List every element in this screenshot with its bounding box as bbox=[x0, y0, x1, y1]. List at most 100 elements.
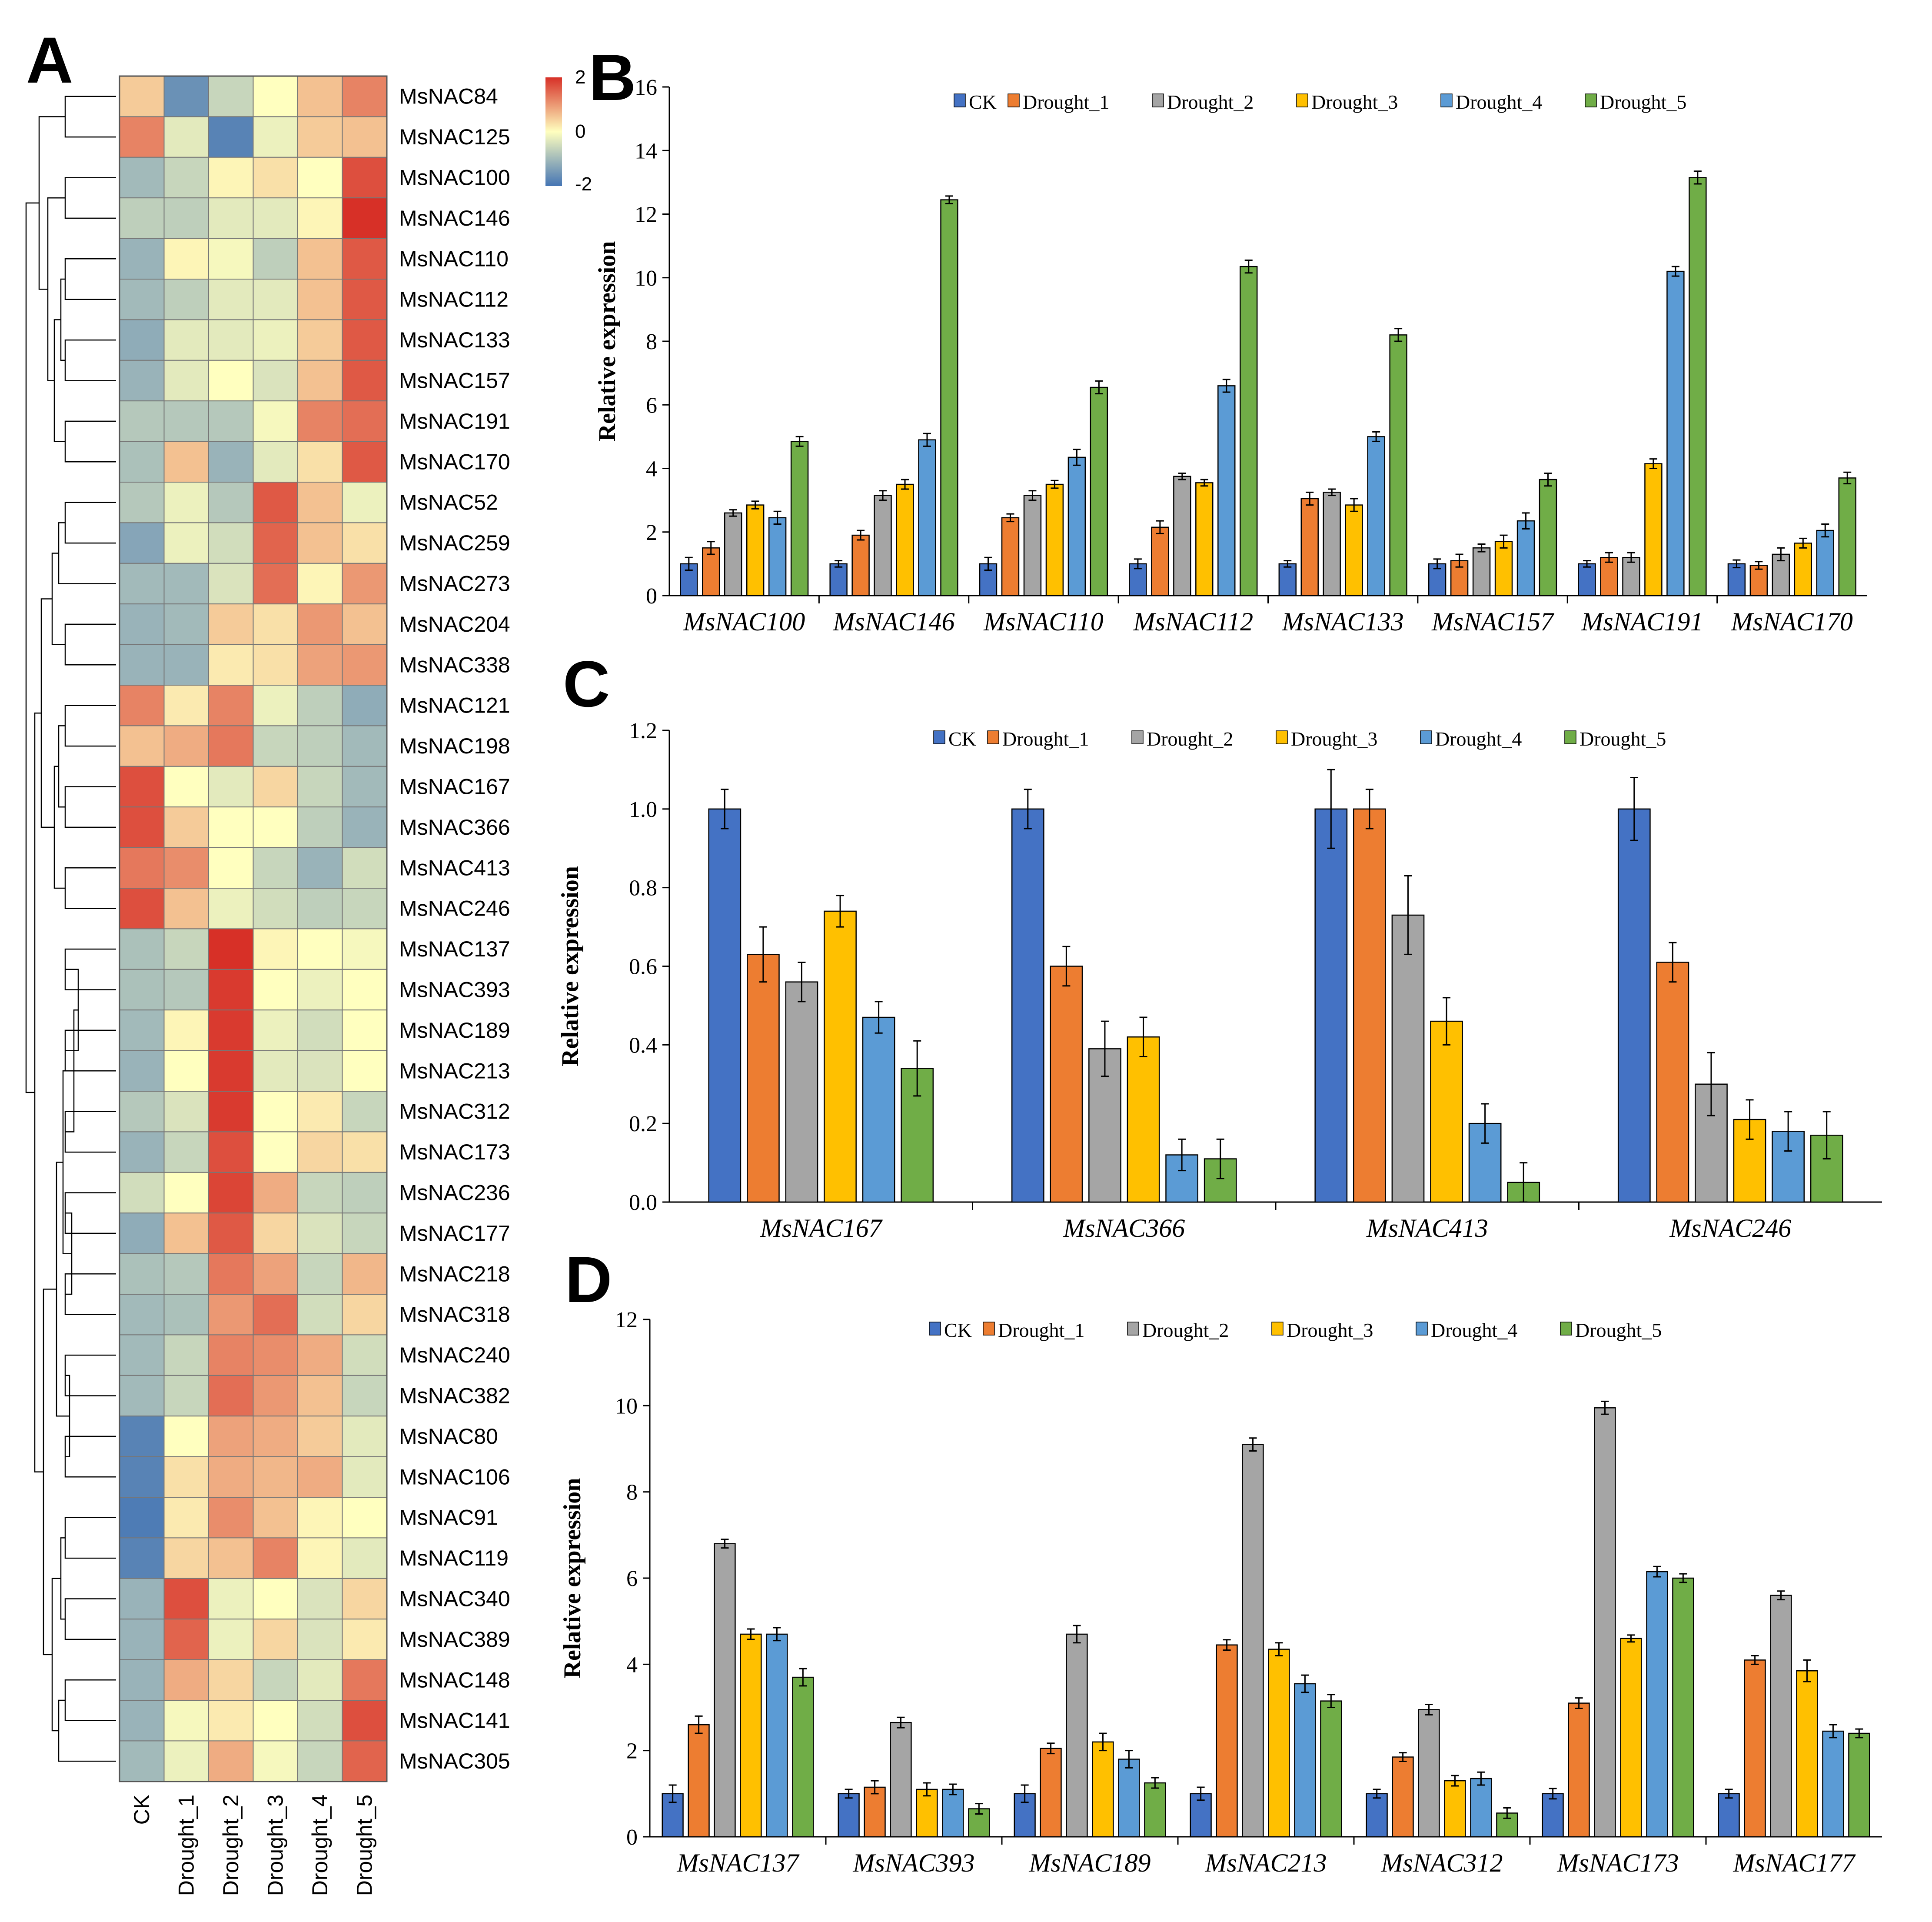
heatmap-cell bbox=[297, 563, 343, 605]
bar bbox=[1001, 517, 1020, 596]
bar bbox=[1516, 520, 1535, 596]
heatmap-cell bbox=[163, 1091, 209, 1133]
heatmap-cell bbox=[119, 969, 165, 1011]
error-bar bbox=[897, 1716, 905, 1729]
heatmap-row-label: MsNAC273 bbox=[399, 572, 510, 596]
bar bbox=[1470, 1778, 1492, 1838]
bar bbox=[1689, 177, 1707, 596]
heatmap-cell bbox=[253, 482, 298, 523]
y-tick-label: 2 bbox=[646, 520, 657, 545]
bar bbox=[785, 981, 818, 1203]
x-category-label: MsNAC146 bbox=[833, 607, 955, 636]
error-bar bbox=[1649, 458, 1657, 469]
x-category-label: MsNAC173 bbox=[1556, 1849, 1679, 1877]
error-bar bbox=[1151, 1777, 1159, 1789]
heatmap-cell bbox=[297, 1294, 343, 1336]
heatmap-cell bbox=[163, 847, 209, 889]
error-bar bbox=[1156, 520, 1164, 534]
bar bbox=[747, 954, 780, 1203]
heatmap-cell bbox=[253, 1009, 298, 1051]
legend-swatch bbox=[1271, 1322, 1284, 1336]
heatmap-cell bbox=[342, 441, 387, 483]
bar bbox=[768, 517, 787, 596]
heatmap-row-label: MsNAC119 bbox=[399, 1546, 509, 1570]
bar bbox=[1644, 463, 1663, 596]
error-bar bbox=[1024, 789, 1032, 829]
bar bbox=[1294, 1683, 1316, 1838]
bar bbox=[1391, 914, 1425, 1203]
heatmap-cell bbox=[163, 928, 209, 970]
heatmap-cell bbox=[297, 644, 343, 686]
heatmap-cell bbox=[342, 888, 387, 929]
bar bbox=[1144, 1782, 1166, 1838]
heatmap-cell bbox=[342, 1091, 387, 1133]
bar bbox=[1092, 1741, 1114, 1838]
bar bbox=[1367, 436, 1385, 596]
heatmap-column-label: CK bbox=[130, 1795, 154, 1825]
heatmap-cell bbox=[119, 1253, 165, 1295]
error-bar bbox=[1544, 472, 1552, 487]
heatmap-row-label: MsNAC236 bbox=[399, 1181, 510, 1205]
heatmap-cell bbox=[119, 1416, 165, 1457]
bar bbox=[890, 1722, 912, 1838]
heatmap-cell bbox=[163, 725, 209, 767]
heatmap-cell bbox=[208, 644, 254, 686]
y-tick-label: 0.8 bbox=[629, 876, 657, 901]
heatmap-cell bbox=[119, 928, 165, 970]
heatmap-row-label: MsNAC146 bbox=[399, 206, 510, 230]
heatmap-cell bbox=[208, 928, 254, 970]
legend-swatch bbox=[1420, 730, 1432, 744]
heatmap-cell bbox=[119, 279, 165, 320]
heatmap-color-scale bbox=[545, 77, 562, 186]
bar bbox=[1727, 563, 1746, 596]
bar bbox=[1656, 962, 1689, 1203]
error-bar bbox=[1249, 1437, 1257, 1452]
bar bbox=[874, 495, 892, 596]
heatmap-cell bbox=[342, 400, 387, 442]
heatmap-cell bbox=[297, 888, 343, 929]
y-axis-title: Relative expression bbox=[557, 866, 584, 1066]
heatmap-cell bbox=[208, 1253, 254, 1295]
bar bbox=[1539, 479, 1557, 596]
bar bbox=[688, 1724, 710, 1838]
heatmap-cell bbox=[253, 603, 298, 645]
error-bar bbox=[1178, 1138, 1186, 1172]
error-bar bbox=[901, 479, 909, 490]
error-bar bbox=[845, 1789, 853, 1799]
heatmap-cell bbox=[253, 279, 298, 320]
bar bbox=[864, 1786, 886, 1838]
heatmap-cell bbox=[119, 1294, 165, 1336]
bar bbox=[1217, 385, 1236, 596]
heatmap-row-label: MsNAC413 bbox=[399, 856, 510, 880]
error-bar bbox=[1522, 512, 1530, 530]
y-tick-label: 8 bbox=[626, 1480, 638, 1505]
heatmap-cell bbox=[297, 928, 343, 970]
bar bbox=[1300, 498, 1319, 596]
heatmap-cell bbox=[297, 1131, 343, 1173]
heatmap-cell bbox=[163, 400, 209, 442]
heatmap-cell bbox=[119, 685, 165, 726]
heatmap-cell bbox=[119, 1131, 165, 1173]
heatmap-cell bbox=[342, 76, 387, 117]
error-bar bbox=[1125, 1750, 1133, 1769]
heatmap-cell bbox=[208, 441, 254, 483]
bar bbox=[1240, 266, 1258, 596]
heatmap-cell bbox=[119, 157, 165, 199]
y-tick-label: 4 bbox=[646, 457, 657, 482]
bar bbox=[1622, 557, 1640, 596]
heatmap-cell bbox=[253, 766, 298, 808]
heatmap-cell bbox=[208, 1212, 254, 1254]
error-bar bbox=[1799, 537, 1807, 549]
bar-chart-panel-c: 0.0 0.2 0.4 0.6 0.8 1.0 1.2 Relative expression… bbox=[557, 719, 1882, 1242]
heatmap-cell bbox=[297, 441, 343, 483]
heatmap-row-label: MsNAC198 bbox=[399, 734, 510, 758]
heatmap-row-label: MsNAC338 bbox=[399, 653, 510, 677]
bar bbox=[1718, 1793, 1740, 1838]
heatmap-cell bbox=[119, 1009, 165, 1051]
heatmap-cell bbox=[119, 644, 165, 686]
error-bar bbox=[1583, 560, 1591, 568]
error-bar bbox=[949, 1783, 957, 1795]
bar bbox=[1320, 1700, 1342, 1838]
error-bar bbox=[668, 1784, 677, 1803]
heatmap-cell bbox=[208, 319, 254, 361]
